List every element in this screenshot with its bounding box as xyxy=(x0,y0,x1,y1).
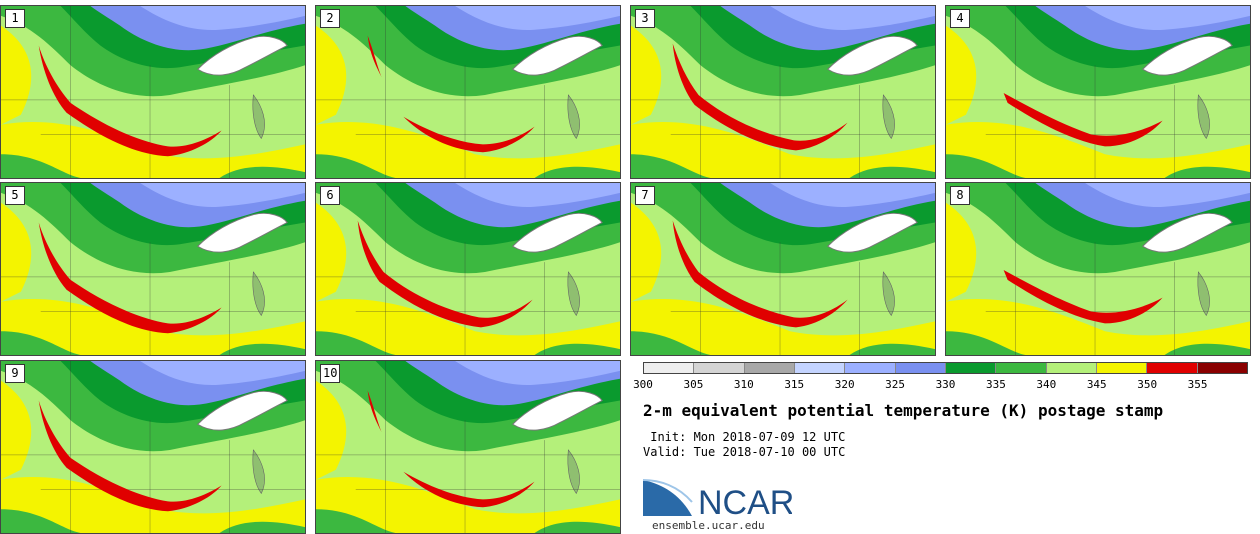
color-scale-segment xyxy=(644,363,695,373)
color-scale-segment xyxy=(845,363,896,373)
init-time: Init: Mon 2018-07-09 12 UTC xyxy=(643,430,846,444)
chart-title: 2-m equivalent potential temperature (K)… xyxy=(643,401,1164,420)
color-scale-tick-label: 315 xyxy=(784,378,805,391)
member-number-label: 10 xyxy=(320,364,341,383)
member-number-label: 8 xyxy=(950,186,970,205)
color-scale-tick-label: 350 xyxy=(1137,378,1158,391)
color-scale-bar xyxy=(643,362,1248,374)
theta-e-map xyxy=(1,183,305,355)
color-scale-segment xyxy=(794,363,846,373)
color-scale-tick-label: 305 xyxy=(683,378,704,391)
ensemble-member-panel: 7 xyxy=(630,182,936,356)
ensemble-member-panel: 1 xyxy=(0,5,306,179)
svg-text:NCAR: NCAR xyxy=(698,484,792,520)
color-scale-ticks: 300 305 310 315 320 325 330 335 340 345 350 355 xyxy=(633,378,1248,392)
color-scale-tick-label: 310 xyxy=(733,378,754,391)
color-scale-tick-label: 355 xyxy=(1187,378,1208,391)
ensemble-member-panel: 6 xyxy=(315,182,621,356)
color-scale-tick-label: 335 xyxy=(985,378,1006,391)
color-scale-segment xyxy=(744,363,795,373)
theta-e-map xyxy=(316,6,620,178)
color-scale-tick-label: 330 xyxy=(935,378,956,391)
color-scale-segment xyxy=(694,363,745,373)
ncar-logo: NCAR xyxy=(642,476,794,524)
member-number-label: 6 xyxy=(320,186,340,205)
member-number-label: 3 xyxy=(635,9,655,28)
ensemble-member-panel: 9 xyxy=(0,360,306,534)
ensemble-member-panel: 2 xyxy=(315,5,621,179)
ensemble-member-panel: 5 xyxy=(0,182,306,356)
color-scale-tick-label: 300 xyxy=(633,378,653,391)
ensemble-member-panel: 4 xyxy=(945,5,1251,179)
color-scale-segment xyxy=(895,363,946,373)
theta-e-map xyxy=(946,6,1250,178)
ensemble-member-panel: 10 xyxy=(315,360,621,534)
theta-e-map xyxy=(631,6,935,178)
ensemble-member-panel: 3 xyxy=(630,5,936,179)
theta-e-map xyxy=(316,183,620,355)
member-number-label: 5 xyxy=(5,186,25,205)
valid-time: Valid: Tue 2018-07-10 00 UTC xyxy=(643,445,846,459)
theta-e-map xyxy=(1,361,305,533)
color-scale-tick-label: 345 xyxy=(1086,378,1107,391)
color-scale-segment xyxy=(1197,363,1247,373)
color-scale-segment xyxy=(996,363,1047,373)
theta-e-map xyxy=(631,183,935,355)
member-number-label: 1 xyxy=(5,9,25,28)
color-scale-segment xyxy=(1096,363,1148,373)
color-scale-segment xyxy=(945,363,997,373)
member-number-label: 7 xyxy=(635,186,655,205)
member-number-label: 9 xyxy=(5,364,25,383)
member-number-label: 4 xyxy=(950,9,970,28)
color-scale-tick-label: 325 xyxy=(885,378,906,391)
color-scale-tick-label: 320 xyxy=(834,378,855,391)
color-scale-tick-label: 340 xyxy=(1036,378,1057,391)
theta-e-map xyxy=(316,361,620,533)
color-scale-segment xyxy=(1046,363,1097,373)
theta-e-map xyxy=(1,6,305,178)
theta-e-map xyxy=(946,183,1250,355)
color-scale-segment xyxy=(1147,363,1198,373)
ensemble-member-panel: 8 xyxy=(945,182,1251,356)
logo-url: ensemble.ucar.edu xyxy=(652,519,765,532)
member-number-label: 2 xyxy=(320,9,340,28)
